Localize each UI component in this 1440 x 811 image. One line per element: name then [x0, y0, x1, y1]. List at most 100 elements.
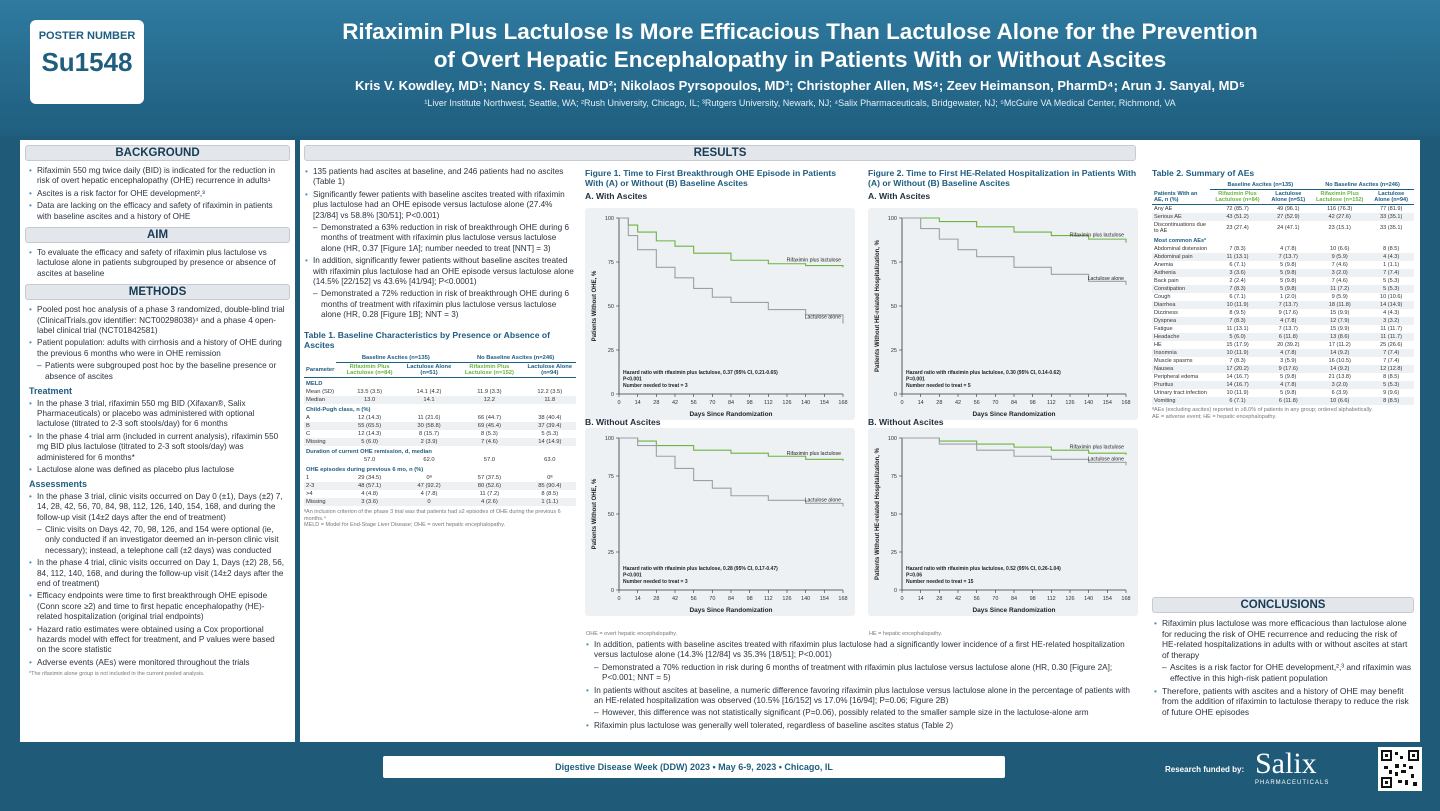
table2-cell: 23 (27.4): [1226, 225, 1249, 231]
table1-cell: 14.1 (4.2): [416, 389, 442, 395]
table2-row-label: Back pain: [1154, 278, 1179, 284]
table2-cell: 5 (9.8): [1265, 269, 1312, 277]
table1-cell: 8 (15.7): [419, 431, 440, 437]
y-tick-label: 25: [608, 348, 614, 354]
table1-cell: 38 (40.4): [538, 415, 562, 421]
x-tick-label: 84: [1011, 400, 1017, 406]
table2-cell: 6 (7.1): [1209, 397, 1266, 405]
series-rifaximin-label: Rifaximin plus lactulose: [787, 257, 841, 263]
table1-section-row: MELD: [304, 378, 576, 389]
table2-cell: 8 (8.5): [1383, 246, 1400, 252]
table2-cell: 5 (9.8): [1280, 374, 1297, 380]
x-tick-label: 154: [1103, 596, 1112, 602]
table2-cell: 7 (8.3): [1209, 285, 1266, 293]
salix-logo-subtext: PHARMACEUTICALS: [1255, 780, 1330, 786]
table2-abbrev: AE = adverse event; HE = hepatic encepha…: [1152, 413, 1277, 420]
chart-background: [585, 428, 855, 616]
left-column: BACKGROUND Rifaximin 550 mg twice daily …: [20, 140, 295, 742]
x-tick-label: 154: [1103, 400, 1112, 406]
poster-title-line2: of Overt Hepatic Encephalopathy in Patie…: [433, 47, 1167, 72]
table2-row-label: Insomnia: [1152, 349, 1210, 357]
results-heading: RESULTS: [304, 145, 1136, 161]
table2-row-label: Dyspnea: [1152, 317, 1210, 325]
table2-cell: 8 (8.5): [1368, 397, 1414, 405]
methods-footnote: *The rifaximin alone group is not includ…: [29, 671, 205, 678]
table1-row: 57.0 62.0 57.0 63.0: [304, 456, 576, 464]
series-lactulose-line: [902, 217, 1127, 285]
table1-cell: 12 (14.3): [358, 431, 382, 437]
table2-cell: 4 (7.8): [1265, 317, 1312, 325]
series-rifaximin-label: Rifaximin plus lactulose: [1070, 445, 1124, 451]
table1-cell: 29 (34.5): [358, 475, 382, 481]
series-rifaximin-line: [619, 437, 844, 461]
table1-cell: 57 (37.5): [477, 475, 501, 481]
table2-row-label: Nausea: [1152, 365, 1210, 373]
y-axis-label: Patients Without OHE, %: [592, 478, 598, 549]
table2-cell: 11 (11.7): [1368, 333, 1414, 341]
x-tick-label: 112: [1047, 400, 1056, 406]
chart-background: [868, 208, 1138, 420]
table1-cell: 48 (57.1): [336, 482, 403, 490]
table2-cell: 13 (8.6): [1311, 333, 1369, 341]
table1-cell: 66 (44.7): [477, 415, 501, 421]
table2-section-row: Most common AEsª: [1152, 235, 1414, 245]
table2-row-label: Headache: [1152, 333, 1210, 341]
table1-abbrev: MELD = Model for End-Stage Liver Disease…: [304, 522, 506, 529]
table2-row-label: Pruritus: [1152, 381, 1210, 389]
table1-cell: 37 (39.4): [523, 422, 576, 430]
table2-cell: 42 (27.6): [1311, 213, 1369, 221]
table2-cell: 15 (9.9): [1330, 326, 1350, 332]
qr-code-icon: [1381, 750, 1419, 788]
conclusions-bullet: Therefore, patients with ascites and a h…: [1154, 686, 1412, 718]
qr-code[interactable]: [1378, 747, 1422, 791]
x-tick-label: 14: [635, 400, 641, 406]
table1-row-label: 2-3: [304, 482, 337, 490]
table2-footnote: ªAEs (excluding ascites) reported in ≥8.…: [1152, 407, 1373, 413]
table1-row: Median 13.0 14.1 12.2 11.8: [304, 396, 576, 404]
table1-cell: 47 (92.2): [402, 482, 456, 490]
figure1-title: Figure 1. Time to First Breakthrough OHE…: [585, 168, 837, 188]
table2-col: Rifaximin Plus Lactulose (n=84): [1215, 191, 1260, 203]
x-tick-label: 0: [900, 400, 903, 406]
table2-cell: 11 (13.1): [1209, 253, 1266, 261]
table2-cell: 17 (11.2): [1328, 342, 1351, 348]
x-tick-label: 70: [709, 596, 715, 602]
x-tick-label: 168: [838, 596, 847, 602]
assessment-bullet: Adverse events (AEs) were monitored thro…: [29, 658, 286, 669]
table1-cell: 11.8: [523, 396, 576, 404]
table1-section-label: MELD: [306, 381, 323, 387]
x-tick-label: 56: [974, 400, 980, 406]
table2-cell: 7 (13.7): [1265, 253, 1312, 261]
treatment-bullet: In the phase 3 trial, rifaximin 550 mg B…: [29, 399, 286, 430]
table1-cell: 12.2 (3.5): [537, 389, 563, 395]
table2-cell: 21 (13.8): [1328, 374, 1351, 380]
affiliations: ¹Liver Institute Northwest, Seattle, WA;…: [424, 98, 1176, 108]
series-rifaximin-line: [902, 217, 1127, 243]
background-heading: BACKGROUND: [25, 145, 290, 161]
x-tick-label: 42: [672, 596, 678, 602]
results-bullet: 135 patients had ascites at baseline, an…: [305, 167, 575, 188]
table2-row: Vomiting 6 (7.1) 6 (11.8) 10 (6.6) 8 (8.5): [1152, 397, 1414, 405]
table2-row: Urinary tract infection 10 (11.9) 5 (9.8) 6…: [1152, 389, 1414, 397]
table2-row: Asthenia 3 (3.6) 5 (9.8) 3 (2.0) 7 (7.4): [1152, 269, 1414, 277]
background-bullet: Data are lacking on the efficacy and saf…: [29, 201, 286, 222]
x-tick-label: 0: [900, 596, 903, 602]
table1-cell: 4 (7.8): [420, 491, 438, 497]
poster-number: Su1548: [41, 47, 133, 77]
x-axis-label: Days Since Randomization: [972, 607, 1055, 614]
table2-cell: 8 (9.5): [1229, 310, 1246, 316]
conclusions-bullet: Rifaximin plus lactulose was more effica…: [1154, 618, 1412, 660]
table2-row: Pruritus 14 (16.7) 4 (7.8) 3 (2.0) 5 (5.3): [1152, 381, 1414, 389]
x-tick-label: 14: [635, 596, 641, 602]
table2-cell: 18 (11.8): [1311, 301, 1369, 309]
table2-cell: 14 (9.2): [1311, 365, 1369, 373]
table2-row: Cough 6 (7.1) 1 (2.0) 9 (5.9) 10 (10.6): [1152, 293, 1414, 301]
table2-cell: 16 (10.5): [1328, 358, 1351, 364]
table1-cell: 2 (3.9): [402, 438, 456, 446]
table1-cell: 13.5 (3.5): [357, 389, 382, 395]
table1-row: >4 4 (4.8) 4 (7.8) 11 (7.2) 8 (8.5): [304, 490, 576, 498]
table1-cell: 4 (2.6): [455, 498, 524, 506]
table1-section-row: OHE episodes during previous 6 mo, n (%): [304, 464, 576, 474]
table2-cell: 10 (6.6): [1330, 246, 1350, 252]
x-tick-label: 0: [617, 596, 620, 602]
